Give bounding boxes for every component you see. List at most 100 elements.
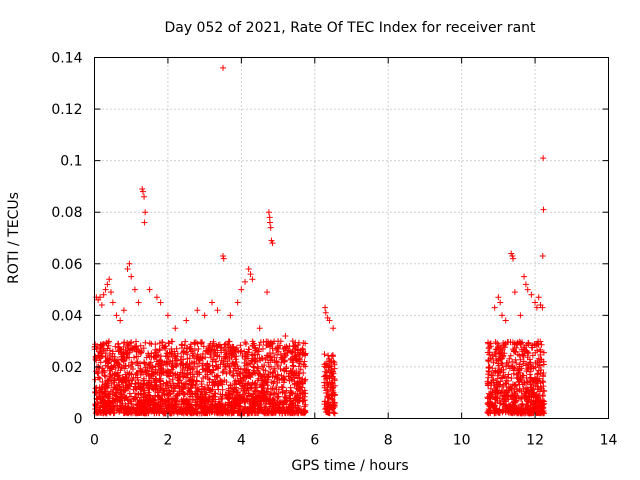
data-point [166,349,173,356]
data-point [110,403,117,410]
data-point [225,350,232,357]
data-point [508,375,515,382]
data-point [328,392,335,399]
data-point [141,359,148,366]
data-point [214,374,221,381]
data-point [132,390,139,397]
data-point [122,362,129,369]
data-point [485,367,492,374]
data-point [210,406,217,413]
data-point [240,374,247,381]
data-point [232,384,239,391]
data-point [174,382,181,389]
data-point [528,291,535,298]
data-point [150,404,157,411]
data-point [517,312,524,319]
data-point [222,391,229,398]
data-point [247,360,254,367]
data-point [288,368,295,375]
data-point [204,362,211,369]
data-point [496,409,503,416]
data-point [204,381,211,388]
data-point [264,410,271,417]
data-point [504,339,511,346]
data-point [194,393,201,400]
data-point [280,379,287,386]
data-point [513,360,520,367]
data-point [203,397,210,404]
data-point [293,355,300,362]
data-point [142,364,149,371]
chart-title: Day 052 of 2021, Rate Of TEC Index for r… [164,20,536,36]
data-point [532,299,539,306]
data-point [155,361,162,368]
data-point [139,401,146,408]
data-point [514,407,521,414]
data-point [196,371,203,378]
data-point [112,343,119,350]
data-point [104,408,111,415]
data-point [96,348,103,355]
data-point [122,401,129,408]
data-point [162,402,169,409]
data-point [282,332,289,339]
data-point [123,384,130,391]
data-point [232,356,239,363]
y-tick-label: 0.1 [60,154,82,170]
data-point [265,409,272,416]
data-point [218,399,225,406]
data-point [139,186,146,193]
data-point [501,341,508,348]
data-point [95,369,102,376]
data-point [183,361,190,368]
data-point [170,364,177,371]
data-point [201,312,208,319]
data-point [537,351,544,358]
data-point [267,386,274,393]
data-point [209,358,216,365]
data-point [217,391,224,398]
data-point [143,354,150,361]
data-point [289,338,296,345]
data-point [102,286,109,293]
data-point [220,255,227,262]
data-point [268,237,275,244]
data-point [166,360,173,367]
data-point [251,358,258,365]
data-point [190,352,197,359]
data-point [129,365,136,372]
data-point [176,390,183,397]
data-point [240,406,247,413]
data-point [172,325,179,332]
data-point [278,372,285,379]
data-point [270,408,277,415]
data-point [115,340,122,347]
data-point [290,343,297,350]
data-point [242,351,249,358]
y-tick-label: 0.06 [51,257,82,273]
data-point [297,351,304,358]
x-tick-label: 4 [237,433,246,449]
data-point [246,407,253,414]
data-point [116,372,123,379]
data-point [212,351,219,358]
data-point [137,383,144,390]
data-point [114,402,121,409]
data-point [268,340,275,347]
data-point [507,352,514,359]
data-point [536,388,543,395]
data-point [494,368,501,375]
data-point [154,406,161,413]
data-point [250,363,257,370]
data-point [106,367,113,374]
data-point [169,388,176,395]
data-point [134,369,141,376]
data-point [511,381,518,388]
data-point [290,404,297,411]
data-point [513,406,520,413]
data-point [539,392,546,399]
data-point [116,361,123,368]
data-point [135,299,142,306]
data-point [514,351,521,358]
data-point [188,376,195,383]
